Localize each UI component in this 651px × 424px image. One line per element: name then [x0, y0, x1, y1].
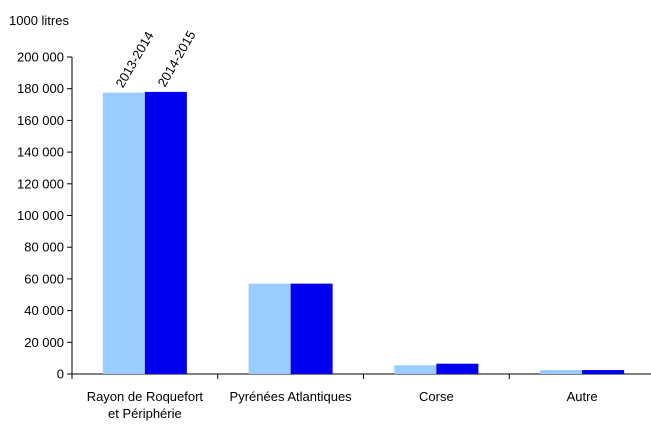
bar-2013-2014-2	[248, 283, 291, 374]
y-tick-label: 100 000	[17, 208, 64, 223]
y-tick-label: 160 000	[17, 113, 64, 128]
x-category-label: Corse	[419, 389, 454, 404]
y-tick-label: 0	[57, 367, 64, 382]
legend-label-2014-2015: 2014-2015	[154, 28, 198, 89]
y-tick-label: 200 000	[17, 50, 64, 65]
x-category-label: Rayon de Roquefort et Périphérie	[87, 389, 204, 421]
legend-label-2013-2014: 2013-2014	[112, 29, 156, 90]
x-category-label: Pyrénées Atlantiques	[230, 389, 353, 404]
y-axis-ticks: 0 20 000 40 000 60 000 80 000 100 000 120 000 1…	[17, 50, 72, 382]
y-tick-label: 120 000	[17, 176, 64, 191]
bar-2014-2015-1	[144, 91, 187, 375]
bar-2014-2015-3	[436, 363, 479, 374]
bar-2014-2015-4	[582, 370, 625, 374]
bar-2014-2015-2	[290, 283, 333, 374]
bar-2013-2014-3	[394, 365, 437, 374]
y-tick-label: 20 000	[24, 335, 64, 350]
x-axis-labels: Rayon de Roquefort et Périphérie Pyrénées …	[87, 389, 598, 421]
y-axis-label: 1000 litres	[9, 13, 69, 28]
y-tick-label: 140 000	[17, 145, 64, 160]
x-axis-ticks	[71, 374, 510, 379]
y-tick-label: 180 000	[17, 81, 64, 96]
y-tick-label: 80 000	[24, 240, 64, 255]
bar-2013-2014-4	[540, 370, 583, 374]
bars	[102, 91, 625, 375]
y-tick-label: 40 000	[24, 303, 64, 318]
bar-2013-2014-1	[102, 92, 145, 374]
y-tick-label: 60 000	[24, 271, 64, 286]
x-category-label: Autre	[567, 389, 598, 404]
